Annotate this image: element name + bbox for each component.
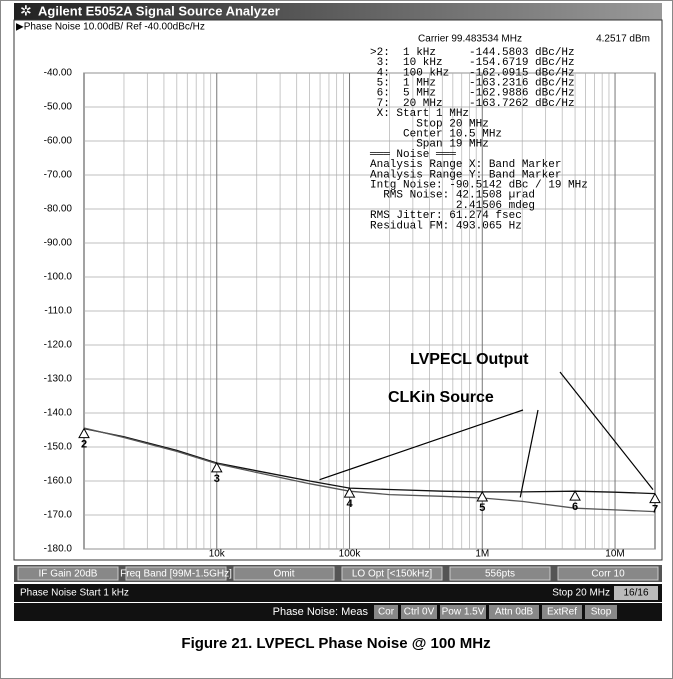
readout-line: Analysis Range Y: Band Marker (370, 169, 561, 181)
annotation-arrow (519, 409, 539, 498)
readout-line: 2.41506 mdeg (370, 200, 535, 212)
button-label: Attn 0dB (495, 607, 534, 618)
marker-label: 7 (652, 504, 658, 516)
readout-line: >2: 1 kHz -144.5803 dBc/Hz (370, 47, 575, 59)
y-tick-label: -170.0 (44, 510, 73, 521)
marker (210, 461, 223, 473)
readout-line: Analysis Range X: Band Marker (370, 159, 561, 171)
status-cell (449, 566, 551, 581)
button (585, 605, 617, 619)
y-tick-label: -90.00 (44, 238, 73, 249)
annotation: CLKin Source (388, 389, 494, 406)
readout-line: Residual FM: 493.065 Hz (370, 220, 522, 232)
page-label: 16/16 (623, 588, 648, 599)
status-cell (17, 566, 119, 581)
marker (476, 490, 489, 502)
y-tick-label: -120.0 (44, 340, 73, 351)
marker-label: 6 (572, 501, 578, 513)
y-tick-label: -50.00 (44, 102, 73, 113)
carrier: Carrier 99.483534 MHz (418, 34, 522, 45)
status-cell (341, 566, 443, 581)
readout-line: Center 10.5 MHz (370, 129, 502, 141)
x-tick-label: 1M (475, 549, 489, 560)
title-icon: ✲ (20, 3, 32, 19)
y-tick-label: -60.00 (44, 136, 73, 147)
readout-line: 3: 10 kHz -154.6719 dBc/Hz (370, 57, 575, 69)
marker (78, 427, 90, 439)
button-label: ExtRef (547, 607, 577, 618)
meas-label: Phase Noise: Meas (273, 606, 369, 618)
series-line (83, 427, 656, 513)
readout-line: 4: 100 kHz -162.0915 dBc/Hz (370, 67, 575, 79)
status-text: LO Opt [<150kHz] (352, 569, 433, 580)
marker-label: 5 (479, 502, 485, 514)
button (401, 605, 437, 619)
button-label: Cor (378, 607, 395, 618)
button-label: Stop (591, 607, 612, 618)
y-tick-label: -80.00 (44, 204, 73, 215)
status-text: 556pts (485, 569, 515, 580)
carrier-power: 4.2517 dBm (596, 34, 650, 45)
annotation: LVPECL Output (410, 351, 529, 368)
title-bar (14, 3, 662, 20)
button (374, 605, 398, 619)
marker-label: 4 (346, 498, 353, 510)
button (489, 605, 539, 619)
status-text: Corr 10 (591, 569, 625, 580)
annotation-arrow (319, 409, 524, 481)
y-tick-label: -180.0 (44, 544, 73, 555)
header: ▶Phase Noise 10.00dB/ Ref -40.00dBc/Hz (16, 22, 205, 33)
y-tick-label: -130.0 (44, 374, 73, 385)
y-tick-label: -140.0 (44, 408, 73, 419)
status-text: Omit (273, 569, 294, 580)
button-label: Ctrl 0V (404, 607, 435, 618)
status-text: IF Gain 20dB (39, 569, 98, 580)
window-title: Agilent E5052A Signal Source Analyzer (38, 3, 280, 18)
marker (569, 490, 581, 501)
marker-label: 3 (214, 473, 220, 485)
readout-line: 7: 20 MHz -163.7262 dBc/Hz (370, 98, 575, 110)
readout-line: RMS Jitter: 61.274 fsec (370, 210, 522, 222)
button (440, 605, 486, 619)
x-tick-label: 10M (605, 549, 624, 560)
page-box (614, 586, 658, 600)
readout-line: RMS Noise: 42.1508 µrad (370, 190, 535, 202)
status-cell (125, 566, 227, 581)
status-bar (14, 584, 662, 602)
y-tick-label: -40.00 (44, 68, 73, 79)
y-tick-label: -110.0 (44, 306, 72, 317)
stop-label: Stop 20 MHz (552, 588, 610, 599)
readout-line: ═══ Noise ═══ (369, 149, 456, 161)
readout-line: Span 19 MHz (370, 139, 489, 151)
marker (649, 492, 661, 504)
status-cell (557, 566, 659, 581)
readout-line: Intg Noise: -90.5142 dBc / 19 MHz (370, 180, 588, 192)
status-cell (233, 566, 335, 581)
series-line (83, 427, 656, 495)
x-tick-label: 100k (339, 549, 362, 560)
start-label: Phase Noise Start 1 kHz (20, 588, 129, 599)
marker-label: 2 (81, 438, 87, 450)
status-text: Freq Band [99M-1.5GHz] (120, 569, 232, 580)
readout-line: 6: 5 MHz -162.9886 dBc/Hz (370, 88, 575, 100)
readout-line: X: Start 1 MHz (370, 108, 469, 120)
x-tick-label: 10k (209, 549, 226, 560)
button-label: Pow 1.5V (442, 607, 485, 618)
readout-line: 5: 1 MHz -163.2316 dBc/Hz (370, 78, 575, 90)
y-tick-label: -150.0 (44, 442, 73, 453)
annotation-arrow (559, 371, 654, 490)
button (542, 605, 582, 619)
readout-line: Stop 20 MHz (370, 118, 489, 130)
caption: Figure 21. LVPECL Phase Noise @ 100 MHz (181, 635, 490, 652)
marker (343, 487, 356, 498)
y-tick-label: -70.00 (44, 170, 73, 181)
y-tick-label: -100.0 (44, 272, 73, 283)
y-tick-label: -160.0 (44, 476, 73, 487)
